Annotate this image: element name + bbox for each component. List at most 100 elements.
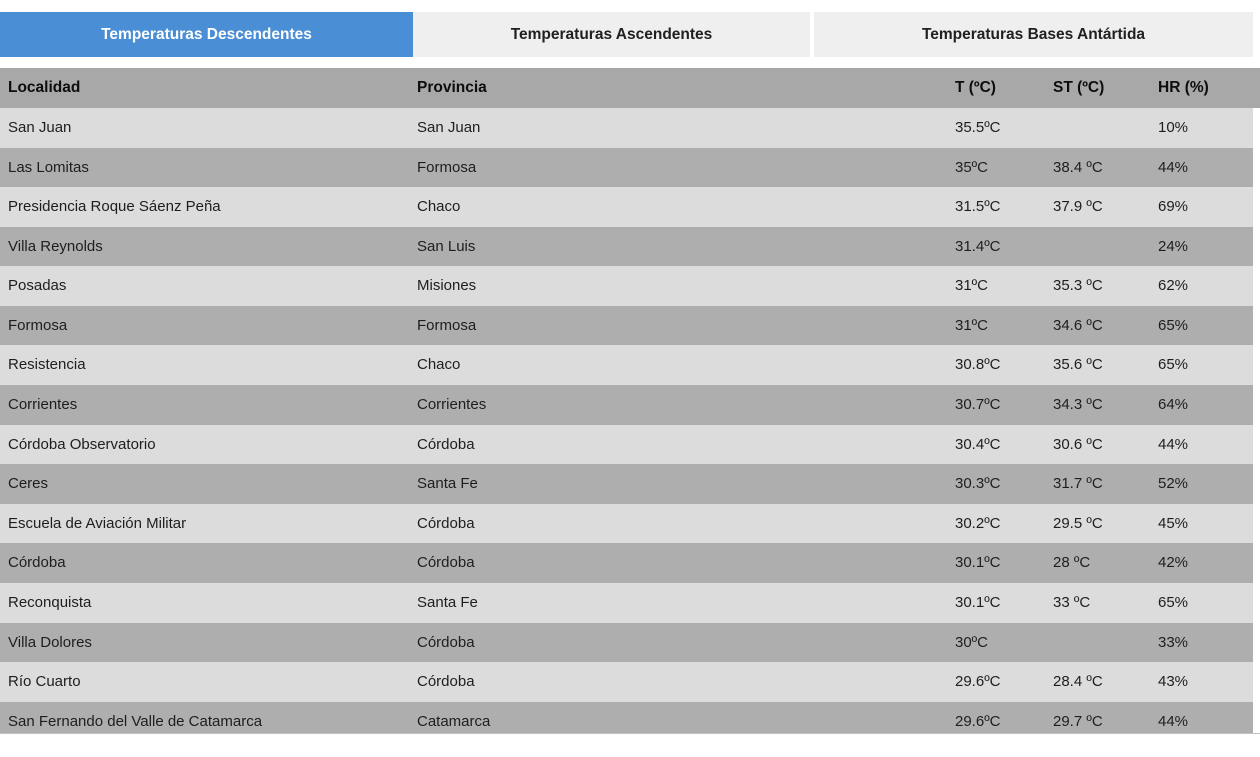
table-cell: 33 ºC: [1053, 593, 1091, 611]
table-cell: 52%: [1158, 475, 1189, 493]
table-cell: 65%: [1158, 316, 1189, 334]
table-cell: 29.5 ºC: [1053, 514, 1103, 532]
table-row: Formosa Formosa 31ºC 34.6 ºC 65%: [0, 305, 1253, 346]
tab-temperaturas-ascendentes[interactable]: Temperaturas Ascendentes: [413, 12, 810, 57]
table-row: Escuela de Aviación Militar Córdoba 30.2ºC…: [0, 503, 1253, 544]
table-cell: 30.6 ºC: [1053, 435, 1103, 453]
table-row: Resistencia Chaco 30.8ºC 35.6 ºC 65%: [0, 345, 1253, 386]
table-cell: 35.3 ºC: [1053, 277, 1103, 295]
table-cell: 34.6 ºC: [1053, 316, 1103, 334]
table-cell: Corrientes: [417, 396, 487, 414]
table-cell: 44%: [1158, 435, 1189, 453]
table-cell: 37.9 ºC: [1053, 198, 1103, 216]
tab-label: Temperaturas Ascendentes: [510, 25, 713, 43]
table-cell: 35.6 ºC: [1053, 356, 1103, 374]
table-cell: 31ºC: [955, 316, 988, 334]
table-cell: 30.1ºC: [955, 593, 1001, 611]
tab-temperaturas-descendentes[interactable]: Temperaturas Descendentes: [0, 12, 413, 57]
column-header-provincia: Provincia: [417, 79, 487, 96]
tab-bar: Temperaturas Descendentes Temperaturas A…: [0, 12, 1253, 57]
table-cell: San Juan: [417, 119, 481, 136]
table-cell: San Juan: [8, 119, 72, 136]
table-cell: 42%: [1158, 554, 1189, 572]
column-header-temperatura: T (ºC): [955, 79, 996, 96]
table-cell: 43%: [1158, 673, 1189, 691]
table-cell: Formosa: [8, 316, 68, 334]
table-cell: Catamarca: [417, 712, 491, 730]
table-cell: 24%: [1158, 237, 1189, 255]
table-cell: 10%: [1158, 119, 1189, 136]
table-cell: 31.5ºC: [955, 198, 1001, 216]
table-cell: 65%: [1158, 356, 1189, 374]
table-cell: Santa Fe: [417, 475, 478, 493]
table-cell: Córdoba: [417, 554, 475, 572]
table-cell: 38.4 ºC: [1053, 158, 1103, 176]
table-cell: Villa Reynolds: [8, 237, 103, 255]
table-cell: 30.7ºC: [955, 396, 1001, 414]
table-row: Las Lomitas Formosa 35ºC 38.4 ºC 44%: [0, 147, 1253, 188]
table-cell: Villa Dolores: [8, 633, 92, 651]
table-cell: Chaco: [417, 198, 461, 216]
table-cell: 30.1ºC: [955, 554, 1001, 572]
table-header: Localidad Provincia T (ºC) ST (ºC) HR (%…: [0, 68, 1260, 108]
table-cell: 30.3ºC: [955, 475, 1001, 493]
table-cell: Córdoba: [8, 554, 66, 572]
table-cell: 29.7 ºC: [1053, 712, 1103, 730]
table-cell: Córdoba: [417, 633, 475, 651]
tab-temperaturas-bases-antartida[interactable]: Temperaturas Bases Antártida: [814, 12, 1253, 57]
table-cell: San Luis: [417, 237, 476, 255]
table-cell: 35.5ºC: [955, 119, 1001, 136]
table-cell: Misiones: [417, 277, 477, 295]
table-row: San Juan San Juan 35.5ºC 10%: [0, 108, 1253, 148]
table-cell: 34.3 ºC: [1053, 396, 1103, 414]
table-cell: Córdoba: [417, 435, 475, 453]
table-cell: Santa Fe: [417, 593, 478, 611]
table-cell: 44%: [1158, 712, 1189, 730]
table-cell: 45%: [1158, 514, 1189, 532]
table-cell: Reconquista: [8, 593, 92, 611]
table-row: Ceres Santa Fe 30.3ºC 31.7 ºC 52%: [0, 464, 1253, 504]
table-cell: Ceres: [8, 475, 49, 493]
tab-label: Temperaturas Bases Antártida: [921, 25, 1146, 43]
table-cell: Córdoba: [417, 673, 475, 691]
table-cell: San Fernando del Valle de Catamarca: [8, 712, 263, 730]
table-cell: Presidencia Roque Sáenz Peña: [8, 198, 221, 216]
table-row: Córdoba Córdoba 30.1ºC 28 ºC 42%: [0, 543, 1253, 583]
table-cell: 64%: [1158, 396, 1189, 414]
table-cell: 30ºC: [955, 633, 988, 651]
table-cell: 33%: [1158, 633, 1189, 651]
table-cell: Posadas: [8, 277, 67, 295]
table-cell: 62%: [1158, 277, 1189, 295]
table-row: Corrientes Corrientes 30.7ºC 34.3 ºC 64%: [0, 385, 1253, 425]
table-cell: 69%: [1158, 198, 1189, 216]
table-row: San Fernando del Valle de Catamarca Catam…: [0, 701, 1253, 733]
table-row: Presidencia Roque Sáenz Peña Chaco 31.5ºC 3…: [0, 187, 1253, 227]
table-cell: Corrientes: [8, 396, 78, 414]
column-header-sensacion-termica: ST (ºC): [1053, 79, 1105, 96]
table-cell: Formosa: [417, 316, 477, 334]
table-cell: Córdoba Observatorio: [8, 435, 156, 453]
table-cell: Las Lomitas: [8, 158, 89, 176]
table-row: Río Cuarto Córdoba 29.6ºC 28.4 ºC 43%: [0, 662, 1253, 702]
table-cell: 28 ºC: [1053, 554, 1091, 572]
table-cell: 29.6ºC: [955, 712, 1001, 730]
table-cell: 29.6ºC: [955, 673, 1001, 691]
table-cell: 44%: [1158, 158, 1189, 176]
table-cell: Formosa: [417, 158, 477, 176]
column-header-localidad: Localidad: [8, 79, 81, 96]
table-row: Villa Dolores Córdoba 30ºC 33%: [0, 622, 1253, 663]
table-cell: 30.4ºC: [955, 435, 1001, 453]
table-cell: 35ºC: [955, 158, 988, 176]
column-header-humedad-relativa: HR (%): [1158, 79, 1209, 96]
table-row: Posadas Misiones 31ºC 35.3 ºC 62%: [0, 266, 1253, 306]
table-bottom-border: [0, 733, 1260, 734]
table-cell: 28.4 ºC: [1053, 673, 1103, 691]
table-row: Córdoba Observatorio Córdoba 30.4ºC 30.6 ºC…: [0, 424, 1253, 465]
table-row: Villa Reynolds San Luis 31.4ºC 24%: [0, 226, 1253, 267]
table-cell: 31ºC: [955, 277, 988, 295]
table-cell: Chaco: [417, 356, 461, 374]
table-cell: 31.7 ºC: [1053, 475, 1103, 493]
table-body: San Juan San Juan 35.5ºC 10% Las Lomitas Form…: [0, 108, 1253, 733]
tab-label: Temperaturas Descendentes: [101, 25, 312, 43]
